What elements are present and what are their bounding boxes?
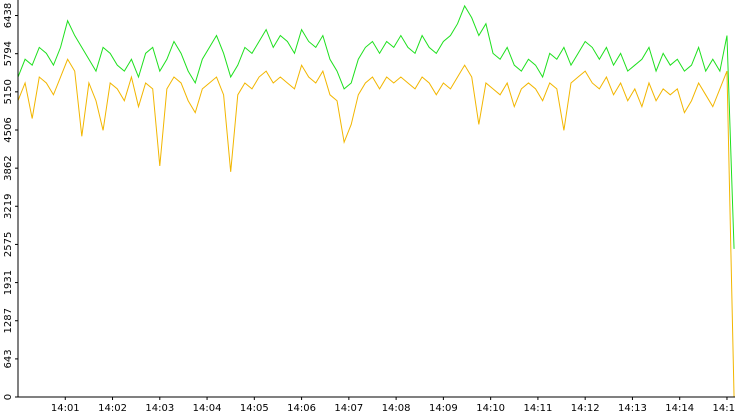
y-tick-label: 3862 <box>3 155 14 180</box>
x-tick-label: 14:06 <box>287 403 316 414</box>
y-tick-label: 643 <box>3 349 14 368</box>
x-tick-label: 14:07 <box>334 403 363 414</box>
x-tick-label: 14:02 <box>98 403 127 414</box>
y-tick-label: 0 <box>3 394 14 400</box>
series-line <box>17 4 735 249</box>
plot-background <box>18 0 735 397</box>
y-tick-label: 1287 <box>3 308 14 333</box>
x-tick-label: 14:11 <box>523 403 552 414</box>
y-tick-label: 5150 <box>3 79 14 104</box>
x-tick-label: 14:12 <box>571 403 600 414</box>
x-tick-label: 14:03 <box>145 403 174 414</box>
x-tick-label: 14:05 <box>240 403 269 414</box>
x-tick-label: 14:10 <box>476 403 505 414</box>
x-tick-label: 14:01 <box>51 403 80 414</box>
y-tick-label: 5794 <box>3 41 14 66</box>
series-line <box>17 58 735 398</box>
x-tick-label: 14:09 <box>429 403 458 414</box>
y-tick-label: 4506 <box>3 117 14 142</box>
y-tick-label: 6438 <box>3 3 14 28</box>
y-tick-label: 3219 <box>3 194 14 219</box>
x-tick-label: 14:04 <box>193 403 222 414</box>
x-tick-label: 14:13 <box>618 403 647 414</box>
x-tick-label: 14:08 <box>382 403 411 414</box>
y-tick-label: 2575 <box>3 232 14 257</box>
x-tick-label: 14:15 <box>713 403 735 414</box>
x-tick-label: 14:14 <box>665 403 694 414</box>
y-tick-label: 1931 <box>3 270 14 295</box>
